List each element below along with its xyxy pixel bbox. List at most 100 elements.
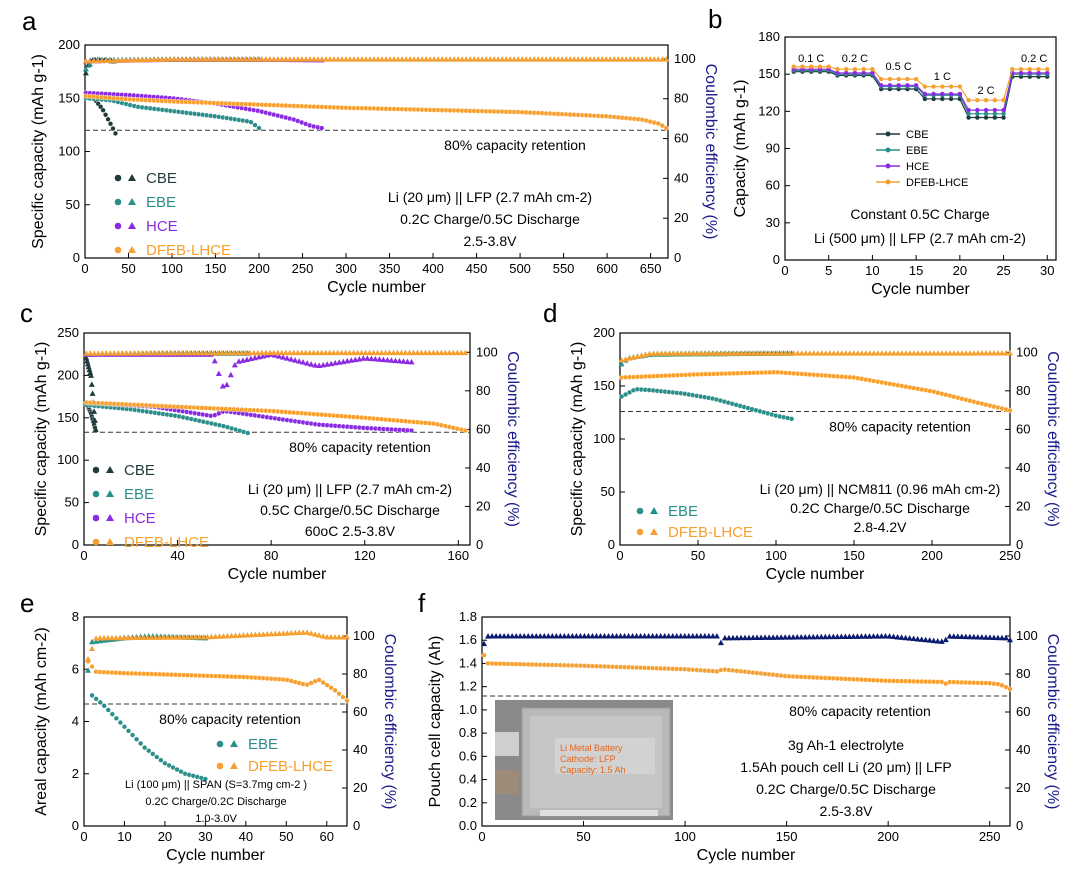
data-point-ce-DFEB-LHCE (163, 349, 170, 356)
x-tick-label: 50 (576, 829, 590, 844)
data-point-ce-DFEB-LHCE (994, 350, 1001, 356)
data-point-ce-DFEB-LHCE (347, 56, 354, 62)
data-point-ce-HCE (312, 362, 319, 368)
x-tick-label: 80 (264, 548, 278, 563)
data-point-capacity-EBE (113, 715, 119, 721)
data-point-ce-DFEB-LHCE (252, 631, 259, 638)
data-point-ce-DFEB-LHCE (328, 633, 335, 640)
data-point-capacity-CBE (100, 107, 106, 113)
data-point-capacity-EBE (788, 416, 795, 422)
x-tick-label: 250 (999, 548, 1021, 563)
data-point-ce-DFEB-LHCE (266, 56, 273, 62)
data-point-ce-ce (798, 633, 805, 640)
data-point-DFEB-LHCE (791, 64, 796, 69)
x-tick-label: 100 (765, 548, 787, 563)
data-point-ce-ce (818, 633, 825, 640)
y-tick-label: 0.4 (459, 772, 477, 787)
data-point-ce-DFEB-LHCE (874, 350, 881, 356)
data-point-ce-DFEB-LHCE (302, 349, 309, 356)
data-point-ce-HCE (360, 355, 367, 361)
data-point-ce-DFEB-LHCE (294, 349, 301, 356)
data-point-ce-DFEB-LHCE (127, 350, 134, 356)
y-tick-label: 150 (593, 378, 615, 393)
data-point-ce-HCE (384, 356, 391, 363)
data-point-ce-DFEB-LHCE (922, 350, 929, 356)
data-point-ce-ce (986, 634, 993, 640)
data-point-capacity-EBE (174, 766, 180, 773)
annotation: 0.2C Charge/0.5C Discharge (790, 500, 970, 516)
data-point-ce-DFEB-LHCE (654, 350, 661, 356)
data-point-capacity-capacity (481, 652, 487, 658)
data-point-ce-DFEB-LHCE (188, 634, 195, 640)
data-point-ce-DFEB-LHCE (180, 634, 187, 640)
data-point-ce-ce (601, 633, 608, 639)
data-point-capacity-CBE (112, 130, 119, 136)
x-axis-label: Cycle number (871, 281, 970, 298)
data-point-ce-DFEB-LHCE (123, 350, 130, 356)
data-point-ce-DFEB-LHCE (114, 57, 121, 63)
data-point-ce-DFEB-LHCE (446, 349, 453, 356)
data-point-DFEB-LHCE (940, 84, 945, 89)
x-tick-label: 150 (776, 829, 798, 844)
data-point-DFEB-LHCE (1027, 67, 1032, 72)
data-point-ce-ce (890, 633, 897, 640)
panel-c: c 0 40 80 120 160 0 50 100 150 200 250 0 20 40 60 80 100 C… (20, 298, 521, 583)
data-point-HCE (966, 107, 971, 113)
data-point-ce-DFEB-LHCE (279, 56, 286, 62)
legend-marker (885, 179, 891, 185)
data-point-ce-DFEB-LHCE (322, 349, 329, 356)
y-tick-label: 200 (593, 325, 615, 340)
data-point-ce-DFEB-LHCE (750, 350, 757, 356)
data-point-ce-ce (946, 633, 953, 639)
data-point-DFEB-LHCE (817, 64, 823, 69)
data-point-ce-DFEB-LHCE (276, 630, 283, 636)
data-point-ce-HCE (308, 361, 315, 367)
data-point-ce-DFEB-LHCE (647, 56, 654, 62)
data-point-ce-DFEB-LHCE (434, 349, 441, 356)
data-point-ce-DFEB-LHCE (491, 56, 498, 62)
legend-marker-circle (216, 740, 224, 748)
annotation: 0.5C Charge/0.5C Discharge (260, 502, 440, 518)
data-point-EBE (983, 111, 989, 117)
data-point-ce-DFEB-LHCE (191, 349, 198, 356)
data-point-capacity-EBE (101, 703, 107, 709)
data-point-ce-DFEB-LHCE (324, 633, 331, 640)
data-point-ce-DFEB-LHCE (682, 350, 689, 356)
y2-tick-label: 0 (674, 250, 681, 265)
data-point-DFEB-LHCE (1045, 67, 1050, 72)
data-point-ce-DFEB-LHCE (226, 349, 233, 356)
data-point-DFEB-LHCE (948, 84, 954, 89)
data-point-ce-DFEB-LHCE (523, 56, 530, 62)
data-point-ce-DFEB-LHCE (539, 56, 546, 62)
data-point-ce-DFEB-LHCE (306, 349, 313, 356)
data-point-ce-DFEB-LHCE (694, 350, 701, 356)
x-tick-label: 0 (781, 263, 788, 278)
legend-marker-triangle (128, 174, 136, 181)
data-point-ce-DFEB-LHCE (280, 630, 287, 636)
x-tick-label: 10 (865, 263, 879, 278)
data-point-ce-ce (605, 633, 612, 639)
data-point-DFEB-LHCE (975, 97, 980, 103)
y-tick-label: 90 (766, 141, 780, 156)
data-point-ce-DFEB-LHCE (802, 350, 809, 356)
annotation: 1.5Ah pouch cell Li (20 μm) || LFP (740, 759, 951, 775)
data-point-ce-DFEB-LHCE (254, 56, 261, 62)
data-point-ce-DFEB-LHCE (483, 56, 490, 62)
data-point-HCE (922, 91, 928, 97)
data-point-ce-ce (942, 636, 949, 643)
data-point-DFEB-LHCE (966, 97, 971, 103)
data-point-capacity-HCE (319, 125, 325, 131)
data-point-ce-HCE (276, 353, 283, 359)
data-point-ce-DFEB-LHCE (595, 56, 602, 62)
data-point-ce-DFEB-LHCE (250, 56, 257, 62)
data-point-ce-DFEB-LHCE (232, 632, 239, 639)
legend-marker-triangle (650, 507, 658, 514)
data-point-ce-DFEB-LHCE (120, 634, 127, 641)
data-point-CBE (1001, 115, 1006, 120)
data-point-ce-DFEB-LHCE (338, 349, 345, 356)
tab-positive (495, 732, 519, 756)
data-point-ce-DFEB-LHCE (794, 350, 801, 356)
y2-axis-label: Coulombic efficiency (%) (381, 634, 398, 810)
data-point-ce-DFEB-LHCE (315, 56, 322, 62)
data-point-HCE (940, 91, 945, 97)
